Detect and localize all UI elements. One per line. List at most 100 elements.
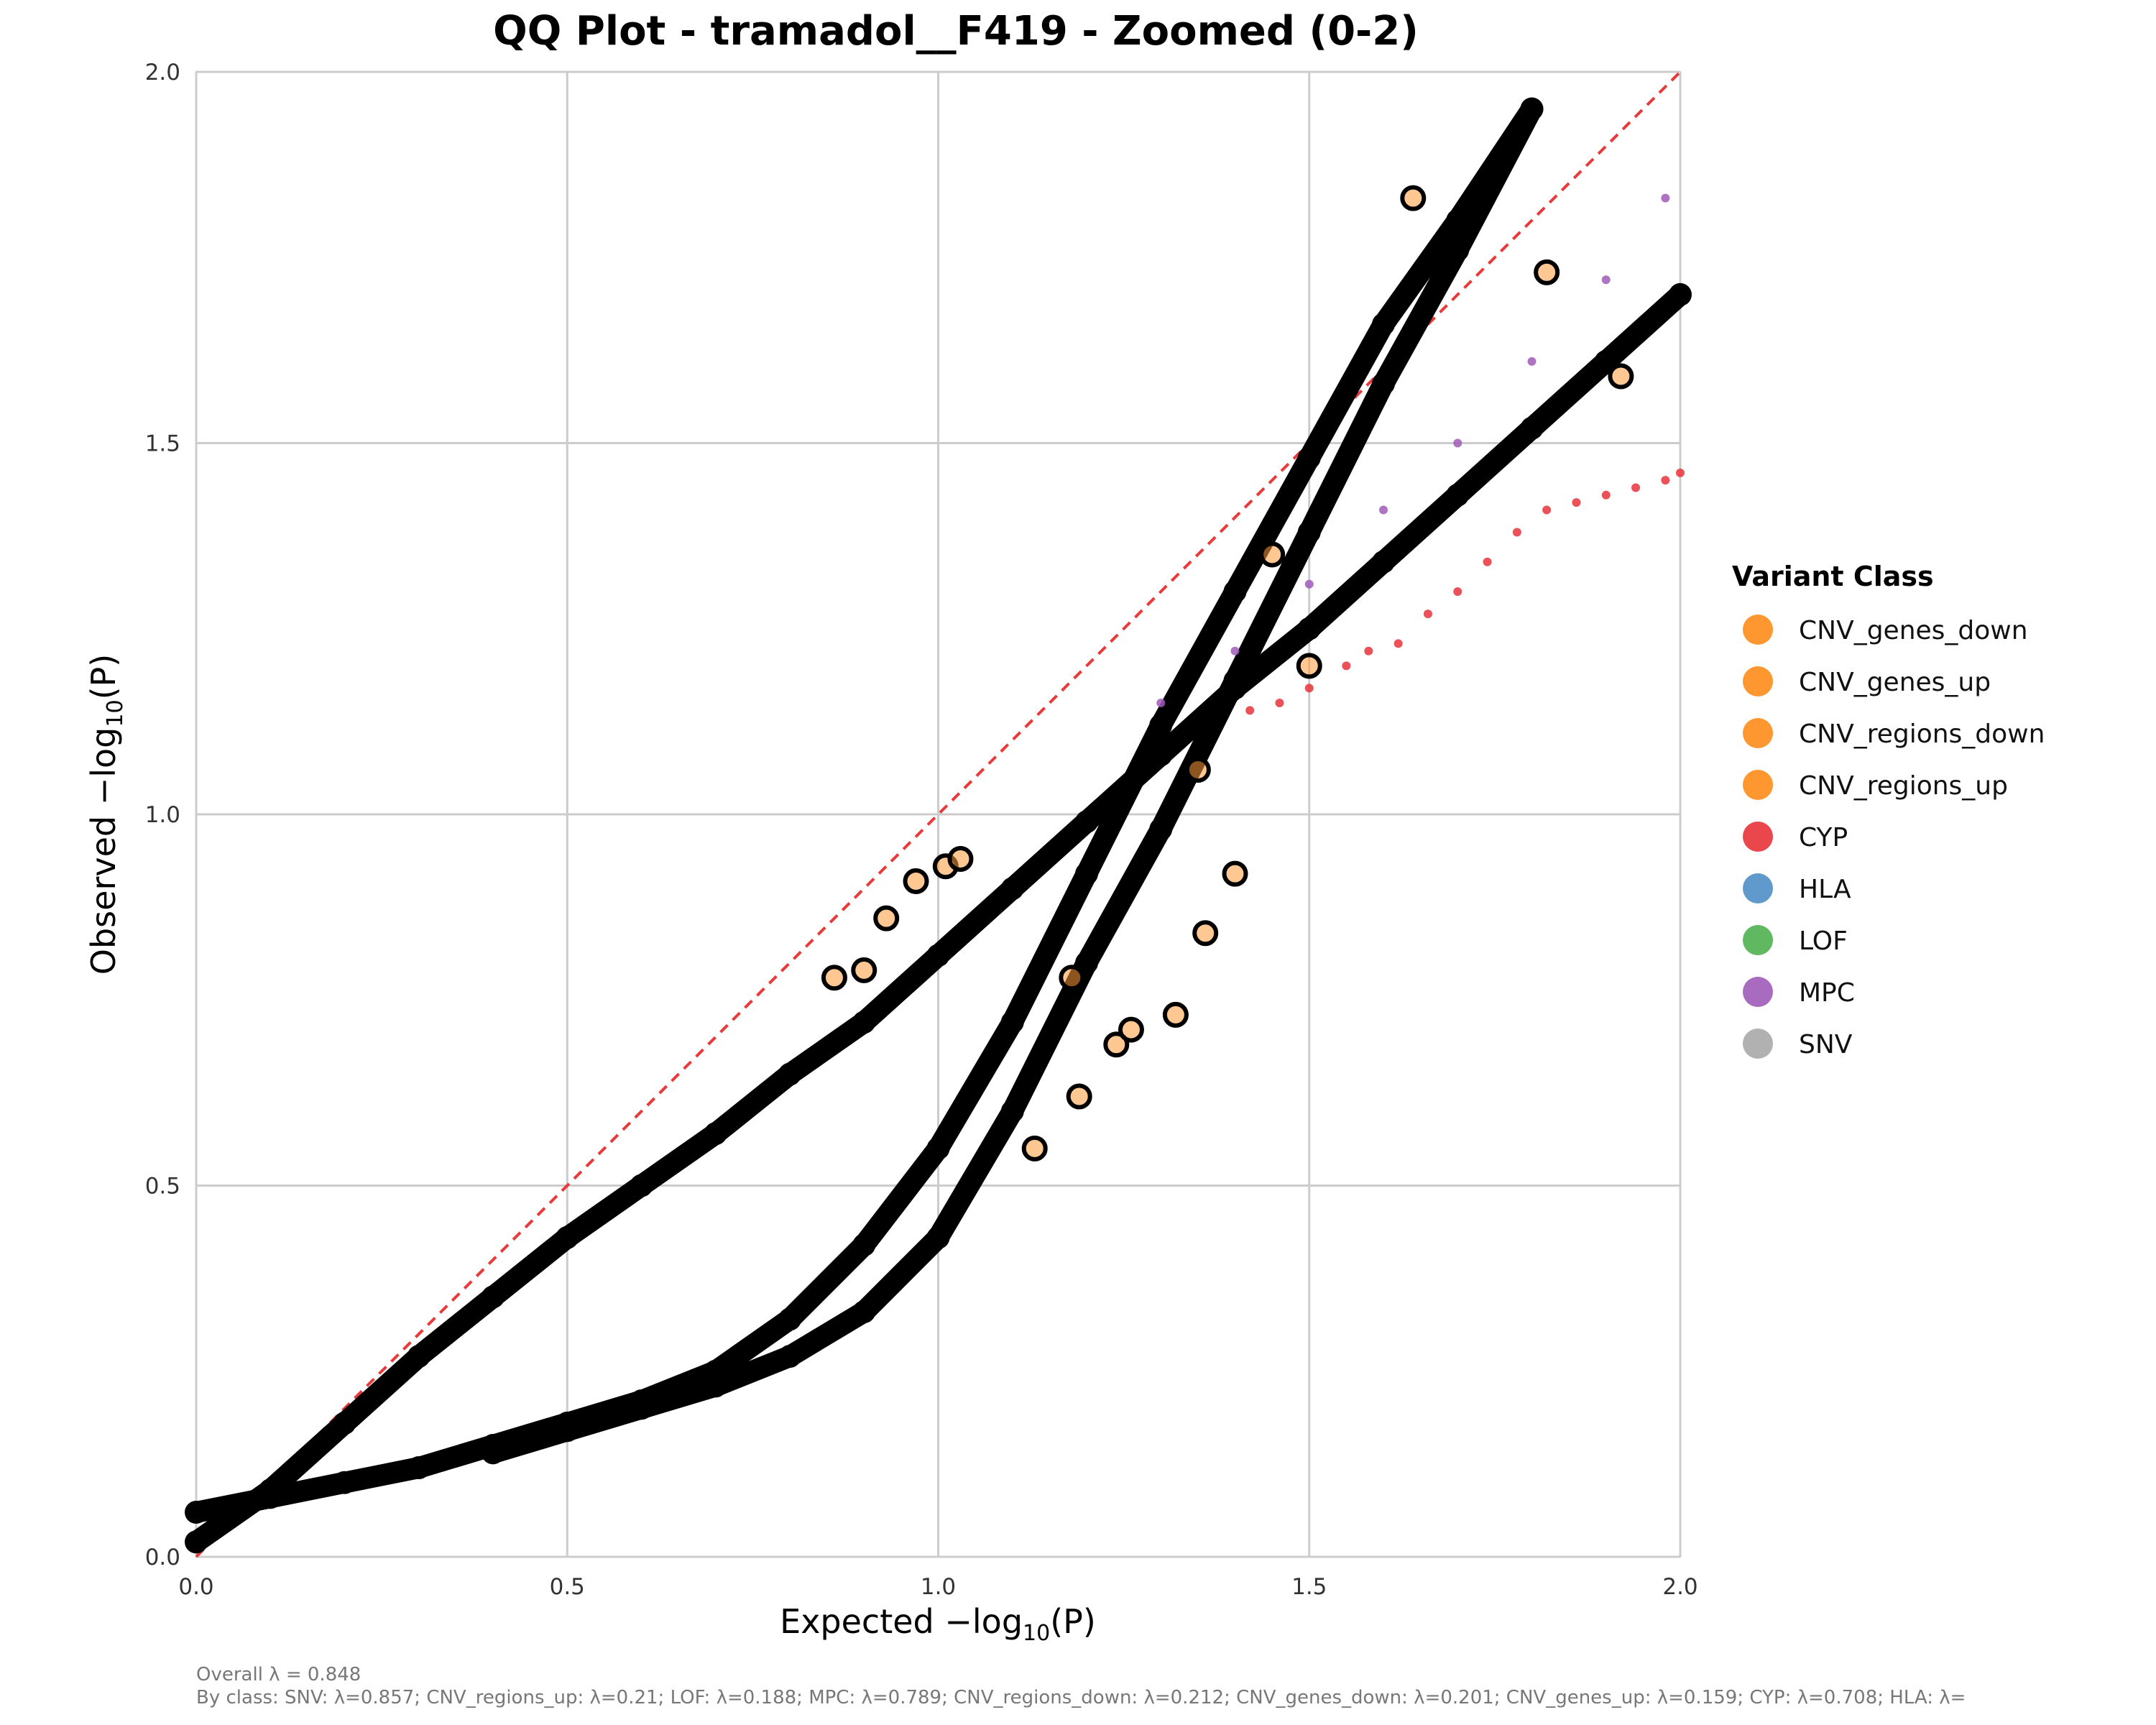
data-point	[407, 1345, 430, 1368]
legend-marker	[1743, 873, 1773, 903]
data-point	[1118, 1016, 1144, 1043]
data-point	[333, 1471, 356, 1494]
data-point	[1162, 1001, 1189, 1028]
data-point	[1608, 363, 1634, 390]
data-point	[1149, 714, 1173, 737]
data-point	[1297, 446, 1321, 470]
data-point	[1601, 490, 1611, 500]
reference-line	[195, 70, 1682, 1558]
footnote-overall-lambda: Overall λ = 0.848	[196, 1664, 361, 1685]
y-tick-label: 1.0	[145, 802, 180, 828]
data-point	[1066, 1083, 1092, 1110]
data-point	[1297, 617, 1321, 640]
y-tick-label: 0.5	[145, 1174, 180, 1200]
data-point	[704, 1374, 727, 1398]
legend-marker	[1743, 925, 1773, 955]
legend-marker	[1743, 1029, 1773, 1059]
y-tick-label: 1.5	[145, 431, 180, 457]
data-point	[778, 1307, 801, 1331]
data-point	[1156, 699, 1166, 708]
data-point	[482, 1441, 505, 1465]
legend-marker	[1743, 822, 1773, 852]
data-point	[1304, 579, 1314, 589]
data-point	[1103, 1031, 1130, 1058]
data-point	[1021, 1135, 1048, 1162]
legend-marker	[1743, 666, 1773, 696]
data-point	[1184, 757, 1211, 783]
legend-marker	[1743, 615, 1773, 645]
series-layer	[185, 97, 1692, 1554]
data-point	[1372, 313, 1395, 336]
data-point	[1453, 587, 1462, 597]
legend-title: Variant Class	[1732, 561, 1934, 592]
legend-marker	[1743, 718, 1773, 748]
data-point	[1669, 282, 1692, 306]
data-point	[1631, 483, 1641, 492]
y-tick-label: 0.0	[145, 1545, 180, 1570]
data-point	[1520, 97, 1544, 121]
legend: Variant Class CNV_genes_down CNV_genes_up…	[1732, 561, 2045, 1059]
data-point	[1379, 505, 1388, 515]
data-point	[556, 1225, 579, 1249]
x-tick-label: 1.0	[921, 1574, 956, 1600]
data-point	[947, 845, 974, 872]
data-point	[407, 1456, 430, 1480]
data-point	[1572, 498, 1581, 507]
y-tick-label: 2.0	[145, 60, 180, 86]
data-point	[1149, 817, 1173, 841]
data-point	[852, 1011, 876, 1034]
data-point	[903, 868, 929, 894]
data-point	[630, 1174, 653, 1197]
plot-frame	[195, 71, 1681, 1558]
data-point	[1372, 550, 1395, 574]
data-point	[1542, 505, 1552, 515]
series-cyp	[1245, 468, 1685, 715]
legend-label: CNV_regions_down	[1799, 719, 2045, 749]
data-point	[1364, 646, 1373, 656]
data-point	[185, 1501, 208, 1524]
data-point	[1446, 483, 1470, 507]
x-tick-labels: 0.0 0.5 1.0 1.5 2.0	[178, 1574, 1697, 1600]
data-point	[1304, 684, 1314, 693]
footnote-class-lambdas: By class: SNV: λ=0.857; CNV_regions_up: …	[196, 1687, 1966, 1708]
data-point	[1000, 877, 1024, 901]
legend-label: HLA	[1799, 875, 1851, 904]
legend-label: MPC	[1799, 978, 1855, 1008]
data-point	[1453, 438, 1462, 448]
data-point	[704, 1122, 727, 1146]
data-point	[1423, 610, 1432, 619]
data-point	[1661, 193, 1670, 203]
data-point	[778, 1345, 801, 1368]
data-point	[1275, 699, 1284, 708]
legend-label: CNV_genes_up	[1799, 668, 1991, 697]
data-point	[630, 1397, 653, 1420]
data-point	[1192, 920, 1219, 947]
chart-title: QQ Plot - tramadol__F419 - Zoomed (0-2)	[493, 8, 1419, 55]
data-point	[1222, 860, 1248, 887]
data-point	[778, 1062, 801, 1086]
data-point	[1676, 468, 1685, 477]
data-point	[185, 1530, 208, 1554]
series-cnv_up	[482, 97, 1544, 1465]
legend-marker	[1743, 977, 1773, 1007]
x-tick-label: 0.5	[550, 1574, 585, 1600]
data-point	[1372, 372, 1395, 395]
data-point	[1483, 557, 1492, 566]
data-point	[1446, 238, 1470, 262]
data-point	[1393, 639, 1403, 648]
data-point	[1601, 275, 1611, 285]
data-point	[259, 1486, 282, 1509]
data-point	[1075, 810, 1098, 834]
legend-marker	[1743, 770, 1773, 800]
data-point	[851, 957, 877, 983]
legend-label: CNV_genes_down	[1799, 616, 2028, 645]
data-point	[1534, 259, 1560, 285]
data-point	[852, 1233, 876, 1257]
data-point	[1223, 669, 1247, 693]
data-point	[1342, 661, 1351, 671]
data-point	[1259, 541, 1286, 568]
legend-label: CYP	[1799, 823, 1848, 852]
data-point	[1223, 580, 1247, 604]
data-point	[1245, 706, 1255, 715]
x-tick-label: 0.0	[178, 1574, 213, 1600]
